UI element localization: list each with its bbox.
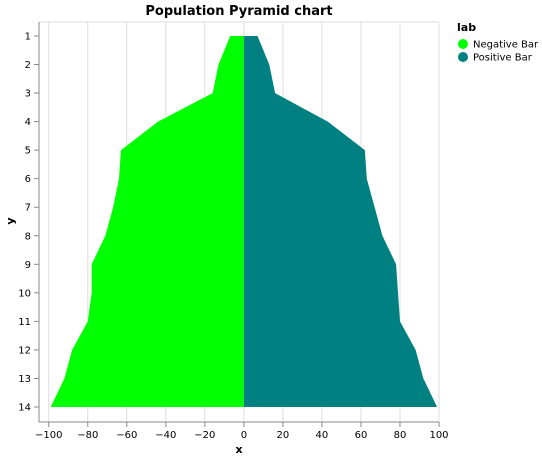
y-tick-label: 7 bbox=[25, 203, 31, 214]
legend-symbol bbox=[458, 39, 468, 49]
plot-areas bbox=[50, 36, 438, 407]
x-tick-label: −100 bbox=[35, 430, 62, 441]
axes: −100 −80 −60 −40 −20 0 20 40 60 80 100123456789101… bbox=[18, 22, 449, 441]
x-tick-label: −60 bbox=[116, 430, 137, 441]
y-tick-label: 11 bbox=[18, 317, 31, 328]
y-tick-label: 9 bbox=[25, 260, 31, 271]
x-tick-label: −20 bbox=[194, 430, 215, 441]
legend-symbol bbox=[458, 52, 468, 62]
area-positive-bar bbox=[243, 36, 438, 407]
y-tick-label: 1 bbox=[25, 32, 31, 43]
y-tick-label: 2 bbox=[25, 60, 31, 71]
x-axis-title: x bbox=[235, 443, 242, 456]
x-tick-label: 0 bbox=[241, 430, 247, 441]
legend-label: Positive Bar bbox=[473, 53, 533, 64]
y-tick-label: 5 bbox=[25, 146, 31, 157]
y-tick-label: 10 bbox=[18, 288, 31, 299]
legend-label: Negative Bar bbox=[473, 40, 539, 51]
y-tick-label: 3 bbox=[25, 89, 31, 100]
y-tick-label: 12 bbox=[18, 345, 31, 356]
y-tick-label: 13 bbox=[18, 374, 31, 385]
x-tick-label: 60 bbox=[355, 430, 368, 441]
x-tick-label: 40 bbox=[316, 430, 329, 441]
y-axis-title: y bbox=[4, 217, 17, 224]
x-tick-label: 80 bbox=[394, 430, 407, 441]
x-tick-label: −80 bbox=[77, 430, 98, 441]
legend: lab Negative Bar Positive Bar bbox=[457, 21, 539, 64]
x-tick-label: 20 bbox=[277, 430, 290, 441]
area-negative-bar bbox=[50, 36, 244, 407]
y-tick-label: 14 bbox=[18, 403, 31, 414]
y-tick-label: 8 bbox=[25, 231, 31, 242]
legend-title: lab bbox=[457, 21, 476, 34]
x-tick-label: −40 bbox=[155, 430, 176, 441]
y-tick-label: 4 bbox=[25, 117, 31, 128]
x-tick-label: 100 bbox=[429, 430, 448, 441]
chart-title: Population Pyramid chart bbox=[145, 4, 332, 19]
y-tick-label: 6 bbox=[25, 174, 31, 185]
